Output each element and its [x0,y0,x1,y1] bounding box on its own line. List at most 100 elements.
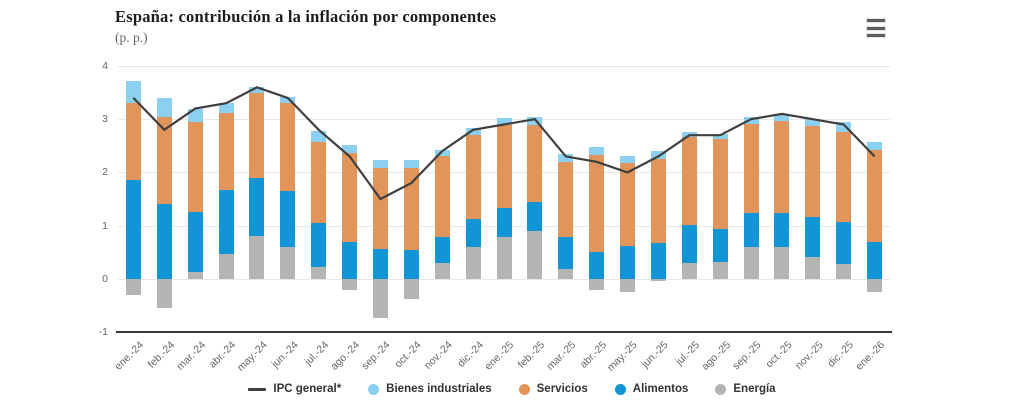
bar-segment-servicios[interactable] [156,116,172,205]
bar-segment-energia[interactable] [372,278,388,319]
bar-segment-alimentos[interactable] [867,242,883,279]
bar-segment-servicios[interactable] [342,153,358,242]
bar-segment-alimentos[interactable] [125,180,141,279]
bar-segment-bienes-industriales[interactable] [743,116,759,124]
bar-segment-bienes-industriales[interactable] [311,131,327,143]
bar-segment-alimentos[interactable] [249,177,265,237]
bar-segment-servicios[interactable] [403,168,419,250]
bar-segment-servicios[interactable] [558,162,574,238]
bar-segment-energia[interactable] [527,230,543,279]
bar-segment-alimentos[interactable] [403,249,419,279]
bar-segment-bienes-industriales[interactable] [681,131,697,138]
legend-item-servicios[interactable]: Servicios [518,383,588,395]
bar-segment-servicios[interactable] [774,121,790,213]
bar-segment-energia[interactable] [187,271,203,279]
bar-segment-alimentos[interactable] [681,224,697,263]
bar-segment-energia[interactable] [558,269,574,279]
bar-segment-alimentos[interactable] [527,202,543,231]
bar-segment-servicios[interactable] [805,126,821,218]
bar-segment-servicios[interactable] [465,134,481,220]
legend-item-energia[interactable]: Energía [715,383,776,395]
bar-segment-energia[interactable] [465,246,481,279]
bar-segment-energia[interactable] [342,278,358,290]
bar-segment-alimentos[interactable] [589,252,605,279]
bar-segment-servicios[interactable] [681,137,697,225]
bar-segment-servicios[interactable] [620,163,636,246]
bar-segment-energia[interactable] [681,262,697,279]
bar-segment-alimentos[interactable] [743,213,759,248]
legend-item-alimentos[interactable]: Alimentos [614,383,688,395]
bar-segment-servicios[interactable] [650,158,666,243]
bar-segment-alimentos[interactable] [342,241,358,279]
bar-segment-alimentos[interactable] [280,191,296,247]
bar-segment-energia[interactable] [712,262,728,279]
bar-segment-servicios[interactable] [712,139,728,230]
bar-segment-energia[interactable] [589,278,605,290]
bar-segment-bienes-industriales[interactable] [342,145,358,154]
bar-segment-alimentos[interactable] [465,219,481,247]
bar-segment-alimentos[interactable] [156,204,172,279]
bar-segment-energia[interactable] [867,278,883,293]
bar-segment-alimentos[interactable] [558,237,574,270]
bar-segment-bienes-industriales[interactable] [218,103,234,113]
bar-segment-bienes-industriales[interactable] [465,127,481,135]
bar-segment-servicios[interactable] [280,103,296,191]
bar-segment-alimentos[interactable] [434,236,450,263]
bar-segment-servicios[interactable] [434,155,450,237]
bar-segment-energia[interactable] [125,278,141,295]
bar-segment-alimentos[interactable] [496,207,512,237]
bar-segment-bienes-industriales[interactable] [372,159,388,169]
bar-segment-energia[interactable] [836,263,852,279]
bar-segment-bienes-industriales[interactable] [156,97,172,117]
bar-segment-bienes-industriales[interactable] [496,118,512,126]
bar-segment-bienes-industriales[interactable] [650,151,666,159]
bar-segment-alimentos[interactable] [650,242,666,279]
bar-segment-bienes-industriales[interactable] [434,149,450,156]
bar-segment-servicios[interactable] [372,168,388,249]
bar-segment-energia[interactable] [403,278,419,299]
bar-segment-alimentos[interactable] [712,229,728,263]
bar-segment-energia[interactable] [650,278,666,281]
bar-segment-bienes-industriales[interactable] [187,108,203,122]
bar-segment-servicios[interactable] [589,155,605,253]
bar-segment-servicios[interactable] [527,124,543,203]
bar-segment-bienes-industriales[interactable] [558,153,574,163]
bar-segment-bienes-industriales[interactable] [280,96,296,104]
legend-item-ipc-general[interactable]: IPC general* [248,383,341,395]
bar-segment-energia[interactable] [218,253,234,279]
bar-segment-bienes-industriales[interactable] [805,119,821,127]
bar-segment-bienes-industriales[interactable] [620,156,636,164]
bar-segment-alimentos[interactable] [311,222,327,267]
bar-segment-servicios[interactable] [311,142,327,223]
bar-segment-alimentos[interactable] [774,212,790,248]
bar-segment-energia[interactable] [249,236,265,279]
bar-segment-alimentos[interactable] [805,217,821,257]
bar-segment-servicios[interactable] [187,121,203,213]
bar-segment-bienes-industriales[interactable] [867,142,883,150]
chart-context-menu-button[interactable] [863,17,889,39]
bar-segment-energia[interactable] [311,266,327,279]
bar-segment-energia[interactable] [156,278,172,309]
bar-segment-bienes-industriales[interactable] [403,160,419,169]
bar-segment-energia[interactable] [774,247,790,279]
bar-segment-servicios[interactable] [218,112,234,190]
bar-segment-bienes-industriales[interactable] [125,80,141,104]
bar-segment-energia[interactable] [496,236,512,279]
bar-segment-bienes-industriales[interactable] [527,116,543,125]
bar-segment-energia[interactable] [280,246,296,279]
bar-segment-bienes-industriales[interactable] [589,147,605,156]
bar-segment-servicios[interactable] [836,131,852,223]
bar-segment-energia[interactable] [434,262,450,279]
bar-segment-alimentos[interactable] [620,245,636,279]
bar-segment-energia[interactable] [743,247,759,279]
bar-segment-servicios[interactable] [249,92,265,178]
bar-segment-alimentos[interactable] [836,222,852,264]
bar-segment-servicios[interactable] [867,149,883,243]
bar-segment-bienes-industriales[interactable] [249,87,265,93]
bar-segment-servicios[interactable] [125,103,141,181]
bar-segment-alimentos[interactable] [187,212,203,272]
bar-segment-bienes-industriales[interactable] [712,134,728,140]
bar-segment-alimentos[interactable] [218,189,234,254]
bar-segment-energia[interactable] [620,278,636,292]
bar-segment-bienes-industriales[interactable] [836,122,852,132]
